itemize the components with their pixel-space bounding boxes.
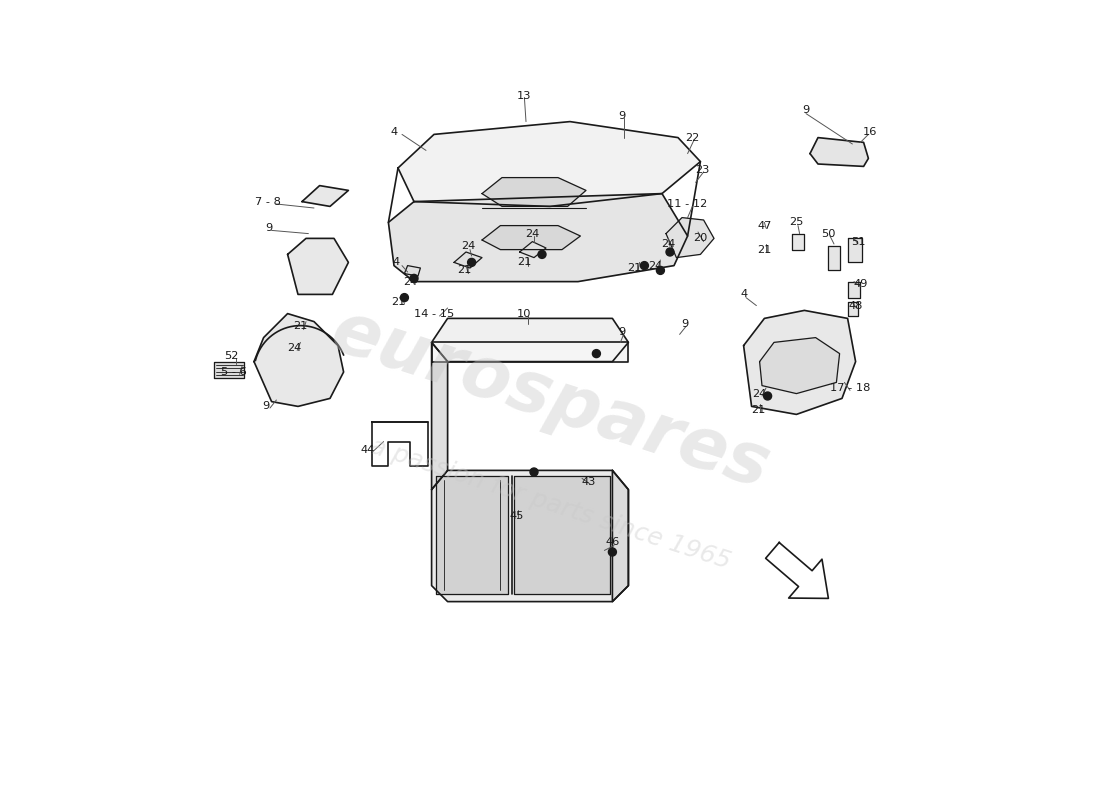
Polygon shape — [666, 218, 714, 258]
Text: a passion for parts since 1965: a passion for parts since 1965 — [366, 434, 734, 574]
Text: 5 - 6: 5 - 6 — [221, 367, 246, 377]
Text: 4: 4 — [740, 290, 747, 299]
Text: 10: 10 — [517, 309, 531, 318]
Polygon shape — [613, 470, 628, 602]
Polygon shape — [848, 238, 862, 262]
Polygon shape — [431, 342, 628, 362]
Text: 21: 21 — [458, 266, 472, 275]
Circle shape — [400, 294, 408, 302]
Text: 24: 24 — [403, 277, 417, 286]
Text: 45: 45 — [509, 511, 524, 521]
Circle shape — [608, 548, 616, 556]
Text: 4: 4 — [390, 127, 397, 137]
Text: 22: 22 — [685, 133, 700, 142]
Text: 43: 43 — [581, 477, 595, 486]
Text: 21: 21 — [627, 263, 641, 273]
Circle shape — [763, 392, 771, 400]
Polygon shape — [744, 310, 856, 414]
Text: 16: 16 — [862, 127, 877, 137]
Polygon shape — [214, 362, 244, 378]
Polygon shape — [431, 470, 628, 602]
Polygon shape — [519, 242, 546, 258]
Polygon shape — [254, 314, 343, 406]
Text: 44: 44 — [361, 445, 375, 454]
Text: 51: 51 — [850, 237, 866, 246]
Text: 9: 9 — [681, 319, 688, 329]
Text: 21: 21 — [390, 298, 405, 307]
Text: 14 - 15: 14 - 15 — [414, 309, 454, 318]
Text: 24: 24 — [752, 389, 767, 398]
Text: 4: 4 — [393, 258, 400, 267]
Polygon shape — [848, 282, 860, 298]
Text: 9: 9 — [265, 223, 272, 233]
Polygon shape — [431, 318, 628, 362]
Polygon shape — [302, 186, 349, 206]
Circle shape — [657, 266, 664, 274]
Text: 13: 13 — [517, 91, 531, 101]
Text: 21: 21 — [294, 322, 308, 331]
Text: 21: 21 — [751, 405, 766, 414]
Text: 48: 48 — [848, 301, 862, 310]
Text: 21: 21 — [757, 245, 771, 254]
Text: 9: 9 — [802, 106, 810, 115]
Polygon shape — [828, 246, 839, 270]
Text: 20: 20 — [693, 234, 707, 243]
Polygon shape — [482, 226, 581, 250]
Text: 24: 24 — [526, 229, 539, 238]
Text: 49: 49 — [854, 279, 868, 289]
Polygon shape — [405, 266, 420, 276]
Polygon shape — [792, 234, 804, 250]
Circle shape — [468, 258, 475, 266]
Circle shape — [410, 274, 418, 282]
Circle shape — [530, 468, 538, 476]
Text: 24: 24 — [287, 343, 301, 353]
Polygon shape — [514, 476, 611, 594]
Polygon shape — [766, 542, 828, 598]
Text: 17 - 18: 17 - 18 — [829, 383, 870, 393]
Polygon shape — [760, 338, 839, 394]
Text: 46: 46 — [605, 538, 619, 547]
Text: 9: 9 — [618, 327, 626, 337]
Text: 9: 9 — [263, 402, 270, 411]
Text: 47: 47 — [757, 221, 771, 230]
Circle shape — [538, 250, 546, 258]
Polygon shape — [454, 252, 482, 268]
Polygon shape — [388, 194, 688, 282]
Polygon shape — [431, 342, 448, 490]
Polygon shape — [287, 238, 349, 294]
Text: 25: 25 — [789, 218, 804, 227]
Polygon shape — [848, 302, 858, 316]
Polygon shape — [810, 138, 868, 166]
Polygon shape — [482, 178, 586, 206]
Text: 9: 9 — [618, 111, 626, 121]
Polygon shape — [437, 476, 508, 594]
Circle shape — [640, 262, 648, 270]
Text: 23: 23 — [695, 165, 710, 174]
Text: 52: 52 — [224, 351, 239, 361]
Text: eurospares: eurospares — [322, 297, 778, 503]
Text: 50: 50 — [821, 229, 836, 238]
Text: 11 - 12: 11 - 12 — [668, 199, 707, 209]
Circle shape — [666, 248, 674, 256]
Text: 7 - 8: 7 - 8 — [255, 197, 282, 206]
Text: 21: 21 — [517, 258, 531, 267]
Polygon shape — [398, 122, 701, 206]
Text: 24: 24 — [649, 261, 662, 270]
Text: 24: 24 — [661, 239, 675, 249]
Circle shape — [593, 350, 601, 358]
Text: 24: 24 — [461, 242, 475, 251]
